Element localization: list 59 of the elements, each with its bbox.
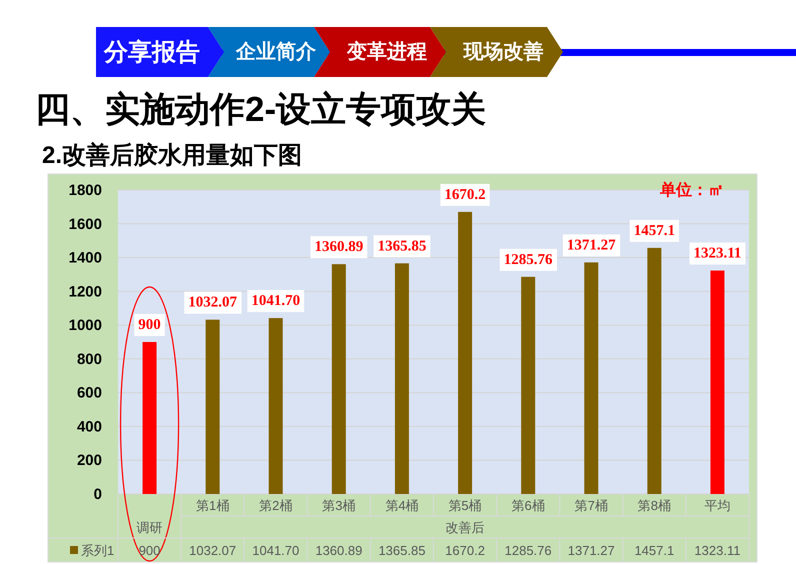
y-tick-label: 1400 <box>68 249 102 266</box>
y-tick-label: 400 <box>76 418 102 435</box>
bar <box>521 276 536 494</box>
data-table-value: 1670.2 <box>445 542 485 558</box>
x-tick-label: 第7桶 <box>574 498 608 512</box>
y-tick-label: 1800 <box>68 182 102 198</box>
data-label: 1323.11 <box>689 242 746 265</box>
x-tick-label: 第5桶 <box>448 498 482 512</box>
nav-label: 企业简介 <box>236 41 316 63</box>
data-label: 900 <box>134 314 165 336</box>
bar <box>647 248 662 494</box>
data-table-value: 1041.70 <box>252 542 300 558</box>
x-tick-label: 第2桶 <box>259 498 292 512</box>
data-label: 1457.1 <box>630 220 679 242</box>
y-tick-label: 600 <box>76 384 102 402</box>
data-label: 1365.85 <box>374 235 430 258</box>
annotation: 单位：㎡ <box>659 181 724 199</box>
x-tick-label: 第3桶 <box>322 498 356 512</box>
y-tick-label: 1600 <box>68 215 102 232</box>
x-tick-label: 平均 <box>704 498 730 512</box>
data-label: 1670.2 <box>440 184 490 206</box>
data-table-value: 1323.11 <box>694 542 740 558</box>
nav-label: 现场改善 <box>464 41 544 63</box>
data-label: 1285.76 <box>500 248 558 271</box>
x-tick-label: 第1桶 <box>196 498 230 512</box>
data-label: 1371.27 <box>562 234 620 256</box>
y-tick-label: 800 <box>76 350 102 368</box>
x-tick-label: 调研 <box>136 520 163 534</box>
data-label: 1041.70 <box>247 290 304 312</box>
nav-label: 分享报告 <box>104 38 200 66</box>
x-tick-label: 第6桶 <box>512 498 545 512</box>
data-table-value: 1032.07 <box>189 542 236 558</box>
bar <box>142 342 157 494</box>
data-table-value: 1365.85 <box>378 542 426 558</box>
data-table-value: 1360.89 <box>315 542 362 558</box>
category-group-label: 改善后 <box>446 520 485 534</box>
data-table-value: 1457.1 <box>634 542 674 558</box>
data-table-value: 900 <box>138 542 160 558</box>
bar <box>206 320 220 494</box>
legend-label: 系列1 <box>81 542 114 558</box>
nav-label: 变革进程 <box>347 41 427 63</box>
bar <box>710 270 724 494</box>
bar <box>394 263 409 494</box>
bar <box>458 212 472 494</box>
chart-title: 四、实施动作2-设立专项攻关 <box>35 90 486 129</box>
y-tick-label: 200 <box>76 452 102 469</box>
bar <box>268 318 283 494</box>
x-tick-label: 第4桶 <box>385 498 419 512</box>
x-tick-label: 第8桶 <box>638 498 671 512</box>
data-label: 1360.89 <box>310 236 368 258</box>
y-tick-label: 0 <box>94 486 102 502</box>
data-table-value: 1371.27 <box>568 542 615 558</box>
y-tick-label: 1200 <box>68 282 102 300</box>
bar <box>332 264 346 494</box>
data-table-value: 1285.76 <box>504 542 552 558</box>
data-label: 1032.07 <box>184 292 242 314</box>
bar <box>584 262 598 494</box>
y-tick-label: 1000 <box>68 316 102 334</box>
chart-subtitle: 2.改善后胶水用量如下图 <box>42 141 302 169</box>
